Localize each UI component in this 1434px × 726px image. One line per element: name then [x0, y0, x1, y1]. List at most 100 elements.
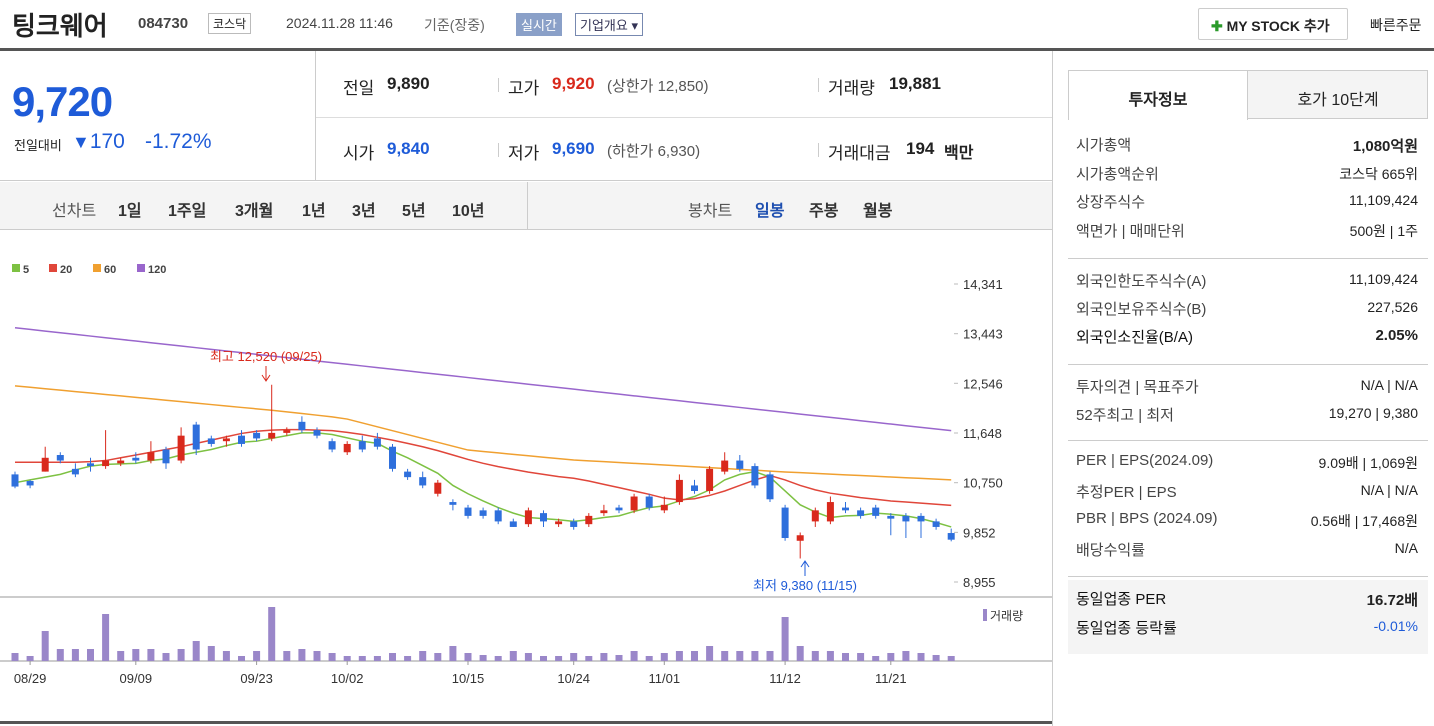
- quote-sep: [498, 143, 499, 157]
- candle-body: [524, 510, 532, 525]
- y-tick-label: 9,852: [963, 525, 996, 540]
- x-tick-label: 11/01: [649, 671, 681, 686]
- period-item[interactable]: 주봉: [809, 203, 839, 220]
- volume-bar: [419, 651, 427, 661]
- company-label: 기업개요: [580, 18, 628, 33]
- candle-body: [932, 521, 940, 527]
- candle-body: [404, 471, 412, 478]
- company[interactable]: 기업개요 ▾: [575, 13, 643, 36]
- volume-bar: [192, 641, 200, 661]
- info-value: 코스닥 665위: [1339, 165, 1418, 182]
- candle-body: [41, 457, 49, 472]
- period-label: 봉차트: [688, 203, 733, 220]
- candle-body: [419, 477, 427, 486]
- period-item[interactable]: 3년: [352, 203, 376, 220]
- quote-unit: 백만: [944, 145, 974, 162]
- volume-bar: [11, 653, 19, 661]
- volume-bar: [373, 656, 381, 661]
- volume-bar: [796, 646, 804, 661]
- volume-legend-swatch: [983, 609, 987, 621]
- volume-bar: [600, 653, 608, 661]
- mystock-button[interactable]: ✚ MY STOCK 추가: [1198, 8, 1348, 40]
- candle-body: [238, 435, 245, 444]
- candle-body: [71, 468, 79, 475]
- quote-value: 9,690: [552, 139, 595, 158]
- volume-bar: [313, 651, 321, 661]
- candle-body: [917, 515, 925, 522]
- volume-bar: [555, 656, 563, 661]
- candle-body: [117, 460, 125, 464]
- candle-body: [630, 496, 638, 511]
- volume-bar: [404, 656, 412, 661]
- candle-body: [343, 443, 351, 453]
- volume-bar: [645, 656, 653, 661]
- ma-line: [14, 385, 952, 481]
- volume-bar: [524, 653, 532, 661]
- annotation-high: 최고 12,520 (09/25): [210, 349, 322, 364]
- volume-bar: [177, 649, 185, 661]
- y-tick-label: 12,546: [963, 376, 1003, 391]
- info-bg: [1068, 580, 1428, 654]
- info-label: PBR | BPS (2024.09): [1076, 510, 1218, 527]
- info-value: N/A | N/A: [1360, 482, 1418, 498]
- info-label: PER | EPS(2024.09): [1076, 452, 1214, 469]
- candle-body: [479, 510, 487, 516]
- volume-bar: [585, 656, 593, 661]
- quote-label: 거래대금: [828, 144, 891, 163]
- volume-bar: [238, 656, 245, 661]
- legend-swatch: [12, 264, 20, 272]
- volume-bar: [675, 651, 683, 661]
- period-item[interactable]: 5년: [402, 203, 426, 220]
- period-item[interactable]: 일봉: [755, 203, 785, 220]
- info-value: N/A: [1394, 540, 1418, 556]
- info-value: 227,526: [1367, 299, 1418, 315]
- legend-label: 20: [60, 264, 72, 276]
- candle-body: [736, 460, 744, 469]
- volume-bar: [389, 653, 396, 661]
- info-label: 추정PER | EPS: [1076, 484, 1177, 501]
- candle-body: [585, 515, 593, 525]
- volume-bar: [253, 651, 261, 661]
- info-sep: [1068, 258, 1428, 259]
- volume-bar: [826, 651, 834, 661]
- volume-bar: [87, 649, 94, 661]
- info-label: 외국인소진율(B/A): [1076, 329, 1193, 346]
- volume-bar: [947, 656, 955, 661]
- quote-label: 시가: [343, 144, 375, 163]
- info-value: 19,270 | 9,380: [1328, 405, 1418, 421]
- realtime[interactable]: 실시간: [516, 13, 562, 36]
- period-item[interactable]: 1주일: [168, 203, 207, 220]
- period-item[interactable]: 월봉: [863, 203, 893, 220]
- market: 코스닥: [208, 13, 252, 34]
- candle-body: [902, 515, 910, 522]
- info-value: 11,109,424: [1348, 271, 1418, 287]
- quote-sep: [498, 78, 499, 92]
- candle-body: [494, 510, 502, 522]
- volume-bar: [751, 651, 759, 661]
- quote-value: 9,890: [387, 74, 430, 93]
- info-tab[interactable]: 투자정보: [1128, 92, 1188, 109]
- info-tab[interactable]: 호가 10단계: [1297, 92, 1379, 109]
- volume-bar: [449, 646, 457, 661]
- quote-value: 19,881: [889, 74, 941, 93]
- info-label: 투자의견 | 목표주가: [1076, 379, 1199, 396]
- period-item[interactable]: 1년: [302, 203, 326, 220]
- period-item[interactable]: 10년: [452, 203, 485, 220]
- period-item[interactable]: 3개월: [235, 203, 274, 220]
- info-sep: [1068, 576, 1428, 577]
- divider: [1052, 51, 1053, 726]
- candle-body: [283, 430, 291, 433]
- volume-bar: [222, 651, 230, 661]
- candle-body: [675, 479, 683, 503]
- candle-body: [313, 430, 321, 436]
- y-tick-label: 13,443: [963, 327, 1003, 342]
- stock-code: 084730: [138, 15, 189, 32]
- period-item[interactable]: 1일: [118, 203, 142, 220]
- volume-bar: [721, 651, 729, 661]
- quote-value: 9,920: [552, 74, 595, 93]
- info-label: 배당수익률: [1076, 542, 1146, 559]
- y-tick-label: 11,648: [963, 426, 1002, 441]
- legend-label: 120: [148, 264, 166, 276]
- quick-order[interactable]: 빠른주문: [1370, 17, 1422, 33]
- info-label: 액면가 | 매매단위: [1076, 222, 1185, 240]
